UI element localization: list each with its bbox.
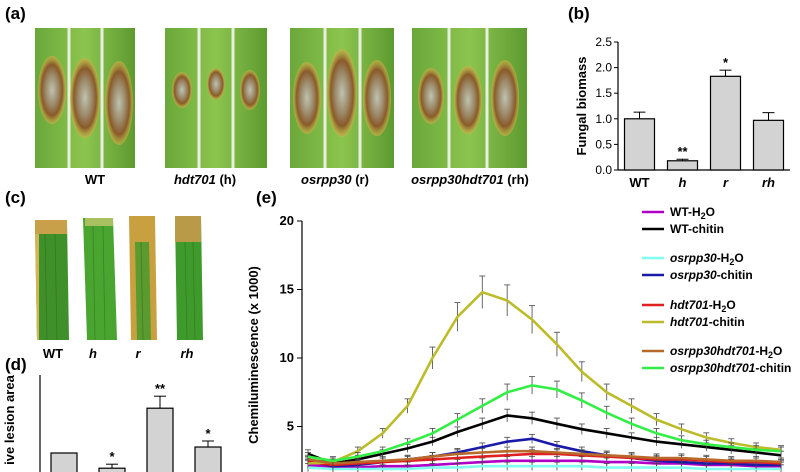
y-axis-label: ive lesion area — [2, 375, 17, 465]
fungal-biomass-chart: 0.0 0.5 1.0 1.5 2.0 2.5 Fungal biomass WT ** h * r r… — [574, 35, 790, 190]
legend-label: osrpp30-H2O — [670, 251, 744, 267]
y-tick-label: 2.0 — [595, 61, 612, 75]
y-tick-label: 0.0 — [595, 163, 612, 177]
series-line — [307, 459, 781, 469]
bar — [98, 467, 126, 472]
bar — [623, 118, 656, 171]
caption-a-osrpp30: osrpp30 (r) — [301, 172, 369, 187]
caption-c-r: r — [135, 346, 141, 361]
series-line — [307, 452, 782, 467]
legend-label: hdt701-H2O — [670, 298, 736, 314]
y-tick-label: 1.5 — [595, 86, 612, 100]
chemiluminescence-chart: 5 10 15 20 Chemiluminescence (x 1000) WT-H2OW… — [246, 205, 791, 472]
y-tick-label: 5 — [287, 419, 294, 434]
legend-label: WT-H2O — [670, 205, 715, 221]
y-tick-label: 1.0 — [595, 112, 612, 126]
series-line — [307, 464, 781, 471]
panel-label-d: (d) — [5, 355, 27, 374]
caption-c-wt: WT — [42, 346, 64, 361]
panel-label-a: (a) — [5, 4, 26, 23]
leaf-photo-c — [25, 212, 215, 342]
significance-mark: * — [205, 426, 211, 441]
leaf-photo-a — [35, 28, 527, 168]
bar — [752, 119, 785, 171]
caption-a-wt: WT — [84, 172, 106, 187]
series-line — [307, 449, 782, 465]
bar — [194, 446, 222, 472]
y-tick-label: 15 — [280, 282, 294, 297]
bar — [146, 407, 174, 472]
legend-label: osrpp30hdt701-chitin — [670, 361, 791, 375]
panel-label-e: (e) — [256, 188, 277, 207]
series-line — [307, 414, 782, 465]
series-line — [307, 290, 782, 465]
significance-mark: * — [723, 55, 729, 70]
legend-label: hdt701-chitin — [670, 315, 745, 329]
y-tick-label: 0.5 — [595, 137, 612, 151]
legend-label: osrpp30-chitin — [670, 268, 753, 282]
relative-lesion-area-chart: ive lesion area **** — [2, 375, 222, 472]
caption-c-rh: rh — [180, 346, 194, 361]
caption-a-hdt701: hdt701 (h) — [173, 172, 237, 187]
legend-label: WT-chitin — [670, 222, 724, 236]
y-tick-label: 10 — [280, 350, 294, 365]
significance-mark: ** — [155, 381, 166, 396]
caption-c-h: h — [89, 346, 97, 361]
series-line — [307, 384, 782, 463]
bar — [709, 75, 742, 171]
x-tick-label: r — [723, 175, 729, 190]
significance-mark: ** — [677, 144, 688, 159]
y-axis-label: Chemiluminescence (x 1000) — [246, 266, 261, 444]
x-tick-label: rh — [762, 175, 775, 190]
y-axis-label: Fungal biomass — [574, 57, 589, 156]
caption-a-osrpp30hdt701: osrpp30hdt701 (rh) — [411, 172, 529, 187]
legend-label: osrpp30hdt701-H2O — [670, 344, 782, 360]
bar — [50, 452, 78, 472]
panel-label-b: (b) — [568, 4, 590, 23]
bar — [666, 160, 699, 171]
panel-label-c: (c) — [5, 188, 26, 207]
y-tick-label: 20 — [280, 213, 294, 228]
x-tick-label: h — [679, 175, 687, 190]
y-tick-label: 2.5 — [595, 35, 612, 49]
x-tick-label: WT — [629, 175, 649, 190]
significance-mark: * — [109, 449, 115, 464]
